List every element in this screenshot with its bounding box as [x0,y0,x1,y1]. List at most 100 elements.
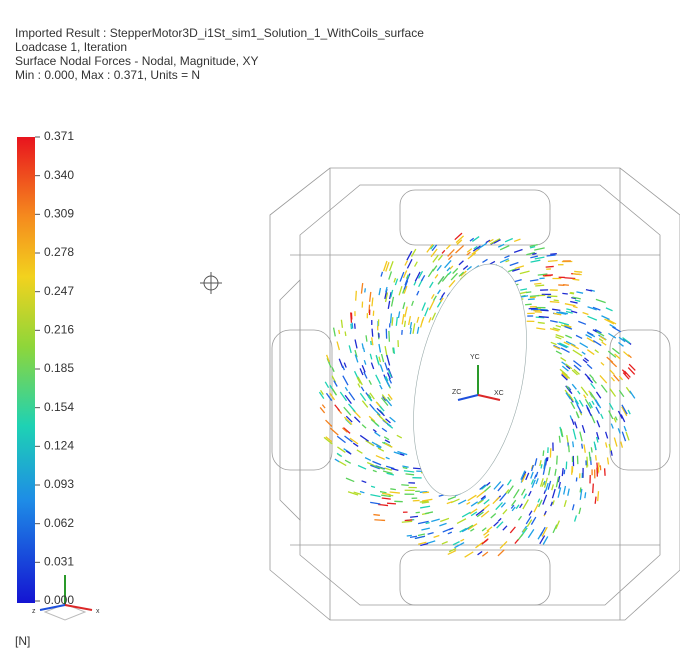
vector [580,432,582,442]
vector [463,266,468,270]
vector [380,364,383,371]
vector [379,357,380,362]
vector [530,256,537,258]
vector [524,494,527,499]
vector [403,468,408,469]
vector [565,278,576,279]
vector [611,361,617,366]
vector [520,271,530,273]
vector [360,435,368,441]
vector [446,245,450,249]
vector [438,255,442,260]
vector [385,346,387,356]
vector [500,493,507,501]
vector [362,343,363,348]
vector [601,362,604,365]
vector [563,285,569,286]
vector [385,363,388,371]
vector [390,492,400,493]
vector [481,511,489,517]
vector [471,502,478,506]
vector [356,291,357,301]
vector [422,302,425,310]
vector [538,322,545,323]
vector [429,317,431,322]
vector [514,239,520,241]
vector [573,306,578,307]
vector [520,504,523,508]
vector [580,343,588,348]
vector [562,468,563,476]
vector [526,473,529,480]
vector [595,497,596,504]
legend-label: 0.278 [44,245,74,259]
vector [580,487,581,492]
vector [352,323,353,329]
vector [590,375,594,379]
vector [467,252,471,255]
vector [346,478,354,481]
vector [584,444,585,452]
vector [389,378,391,383]
vector [611,424,613,429]
vector [343,376,348,386]
vector [543,450,544,456]
vector [600,375,607,383]
vector [623,352,629,357]
vector [379,288,380,295]
vector [498,550,504,556]
vector [330,428,338,435]
vector [372,337,373,345]
vector [380,385,382,389]
vector [554,300,559,301]
vector [410,328,411,334]
vector [332,388,337,395]
legend-label: 0.371 [44,129,74,143]
vector [546,266,554,267]
vector [445,260,452,267]
vector [612,327,620,332]
vector [437,265,441,270]
vector [385,443,393,447]
vector [343,366,345,370]
vector [531,260,541,262]
vector [544,511,546,515]
vector [491,513,496,518]
vector [507,480,511,485]
vector [496,502,503,509]
vector [559,436,560,443]
vector [357,450,363,453]
legend-label: 0.154 [44,400,74,414]
vector [598,491,599,501]
vector [564,486,566,494]
graphics: YC ZC XC z x [N] 0.3710.3400.3090.2780.2… [0,0,680,662]
vector [382,498,391,499]
vector [453,542,460,545]
vector [334,328,336,337]
vector [412,301,414,306]
vector [564,470,565,475]
vector [430,282,434,288]
vector [349,345,351,353]
vector [417,317,419,323]
vector [376,456,385,460]
vector [354,417,360,423]
vector [612,348,619,354]
vector [478,552,483,555]
vector [362,481,367,483]
vector [382,354,384,362]
vector [462,512,470,517]
vector [370,292,371,302]
vector [337,436,345,442]
vector [431,519,439,521]
vector [576,292,583,293]
vector [365,458,371,461]
vector [532,253,536,254]
vector [470,529,474,531]
vector [516,505,519,509]
vector [341,320,342,328]
vector [536,478,538,484]
vector [561,358,566,362]
vector [381,272,382,277]
vector [487,527,492,531]
